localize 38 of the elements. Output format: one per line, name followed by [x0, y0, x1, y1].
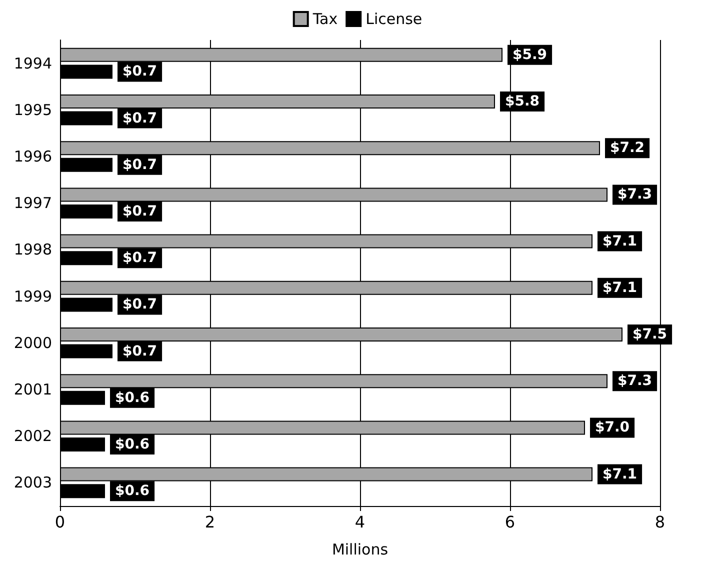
data-label: $0.7 — [122, 343, 158, 360]
data-label: $5.8 — [505, 94, 540, 110]
x-tick-label: 4 — [354, 512, 366, 532]
y-tick-label: 2000 — [14, 334, 52, 352]
y-tick-label: 1999 — [14, 287, 52, 306]
y-tick-label: 1996 — [14, 148, 52, 166]
data-label: $7.0 — [595, 420, 630, 436]
data-label: $0.7 — [122, 156, 158, 173]
data-label: $0.6 — [115, 483, 150, 500]
y-tick-label: 1998 — [14, 240, 52, 259]
data-label: $7.3 — [618, 186, 652, 203]
data-label: $0.7 — [122, 296, 158, 313]
data-label: $0.7 — [122, 204, 158, 220]
data-label: $0.7 — [122, 110, 158, 126]
data-label: $7.1 — [602, 466, 638, 482]
data-label: $7.3 — [618, 373, 652, 390]
data-label: $0.6 — [115, 390, 150, 406]
x-axis-title: Millions — [332, 540, 388, 558]
x-tick-label: 0 — [54, 512, 66, 532]
x-tick-label: 6 — [504, 512, 516, 532]
data-label: $0.7 — [122, 250, 158, 266]
x-tick-label: 8 — [654, 512, 666, 532]
data-label: $0.7 — [122, 64, 158, 80]
y-tick-label: 1994 — [14, 54, 52, 72]
data-label: $7.2 — [610, 140, 645, 156]
y-tick-label: 1995 — [14, 100, 52, 119]
y-tick-label: 2001 — [14, 380, 52, 398]
data-label: $7.1 — [602, 280, 638, 296]
y-tick-label: 2003 — [14, 474, 52, 492]
legend-label: Tax — [312, 10, 338, 28]
y-tick-label: 1997 — [14, 194, 52, 212]
data-label: $7.5 — [632, 326, 668, 342]
data-label: $5.9 — [512, 46, 548, 63]
legend-label: License — [366, 10, 422, 28]
y-tick-label: 2002 — [14, 427, 52, 446]
x-tick-label: 2 — [204, 512, 216, 532]
data-label: $0.6 — [115, 436, 150, 452]
data-label: $7.1 — [602, 233, 638, 250]
